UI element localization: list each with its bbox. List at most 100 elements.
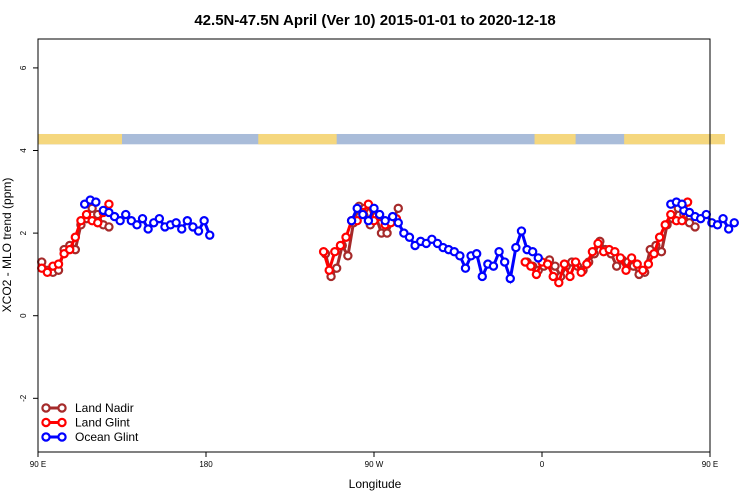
data-point (499, 257, 510, 267)
data-point (505, 273, 515, 284)
data-point (121, 209, 131, 220)
data-point (352, 203, 362, 214)
x-tick-label: 90 W (365, 460, 384, 469)
data-point (177, 224, 187, 234)
data-point (677, 216, 687, 226)
data-point (638, 265, 648, 275)
data-point (533, 253, 543, 263)
data-point (460, 263, 471, 273)
data-point (488, 261, 499, 271)
data-point (570, 257, 581, 267)
data-point (649, 249, 659, 259)
data-point (93, 218, 103, 228)
data-point (542, 259, 553, 269)
y-axis: -2 0 2 4 6 (19, 65, 38, 402)
x-tick-label: 90 E (702, 460, 718, 469)
data-point (343, 251, 353, 261)
data-point (516, 226, 527, 236)
surface-type-band (38, 133, 725, 145)
series-layer (37, 195, 739, 288)
y-tick-label: 6 (19, 65, 28, 70)
data-point (53, 259, 64, 269)
data-point (666, 209, 676, 220)
data-point (615, 253, 626, 263)
data-point (346, 216, 357, 226)
data-point (171, 218, 181, 228)
data-point (593, 238, 603, 249)
data-point (677, 199, 687, 209)
data-point (550, 261, 560, 271)
y-tick-label: -2 (19, 394, 28, 402)
x-tick-label: 90 E (30, 460, 46, 469)
data-point (193, 226, 204, 236)
chart-title: 42.5N-47.5N April (Ver 10) 2015-01-01 to… (194, 12, 555, 29)
data-point (331, 263, 342, 273)
legend-label: Land Nadir (75, 401, 134, 415)
legend-item: Land Glint (41, 416, 130, 430)
data-point (582, 259, 592, 269)
legend-swatch-marker (57, 432, 67, 442)
data-point (654, 232, 665, 242)
data-point (65, 244, 75, 255)
data-point (632, 259, 642, 269)
legend-swatch-marker (57, 403, 67, 413)
data-point (363, 216, 374, 226)
data-point (554, 277, 564, 288)
data-point (660, 220, 670, 230)
data-point (626, 253, 637, 263)
data-point (576, 267, 586, 278)
data-point (656, 246, 667, 257)
land-band-segment (624, 133, 725, 145)
data-point (690, 222, 700, 232)
data-point (531, 269, 542, 280)
data-point (137, 213, 148, 224)
data-point (610, 246, 620, 257)
data-point (611, 261, 622, 271)
land-band-segment (258, 133, 337, 145)
data-point (526, 261, 536, 271)
legend-swatch-marker (41, 432, 51, 442)
data-point (76, 216, 86, 226)
data-point (154, 213, 165, 224)
data-point (621, 265, 631, 275)
data-point (565, 271, 575, 282)
data-point (318, 246, 329, 257)
y-tick-label: 4 (19, 148, 28, 153)
data-point (587, 246, 598, 257)
data-point (42, 267, 53, 278)
data-point (182, 216, 193, 226)
legend-label: Ocean Glint (75, 430, 139, 444)
data-point (393, 203, 403, 214)
data-point (548, 271, 558, 282)
data-point (374, 209, 385, 220)
legend-item: Land Nadir (41, 401, 134, 415)
data-point (701, 209, 711, 220)
data-point (729, 218, 739, 228)
x-axis: 90 E 180 90 W 0 90 E (30, 452, 718, 469)
data-point (335, 240, 346, 251)
legend-swatch-marker (41, 417, 51, 428)
legend-label: Land Glint (75, 416, 130, 430)
legend-swatch-marker (41, 403, 51, 413)
x-tick-label: 180 (199, 460, 213, 469)
x-tick-label: 0 (540, 460, 545, 469)
data-point (369, 203, 379, 214)
land-band-segment (534, 133, 576, 145)
data-point (643, 259, 654, 269)
data-point (559, 259, 570, 269)
data-point (382, 228, 392, 238)
legend-item: Ocean Glint (41, 430, 139, 444)
data-point (81, 209, 92, 220)
x-axis-label: Longitude (349, 477, 402, 491)
data-point (494, 246, 504, 257)
data-point (404, 232, 415, 242)
data-point (115, 216, 125, 226)
data-point (104, 222, 114, 232)
data-point (718, 213, 728, 224)
data-point (358, 209, 368, 220)
data-point (324, 265, 334, 275)
y-tick-label: 2 (19, 230, 28, 235)
data-point (527, 246, 538, 257)
data-point (70, 232, 81, 242)
